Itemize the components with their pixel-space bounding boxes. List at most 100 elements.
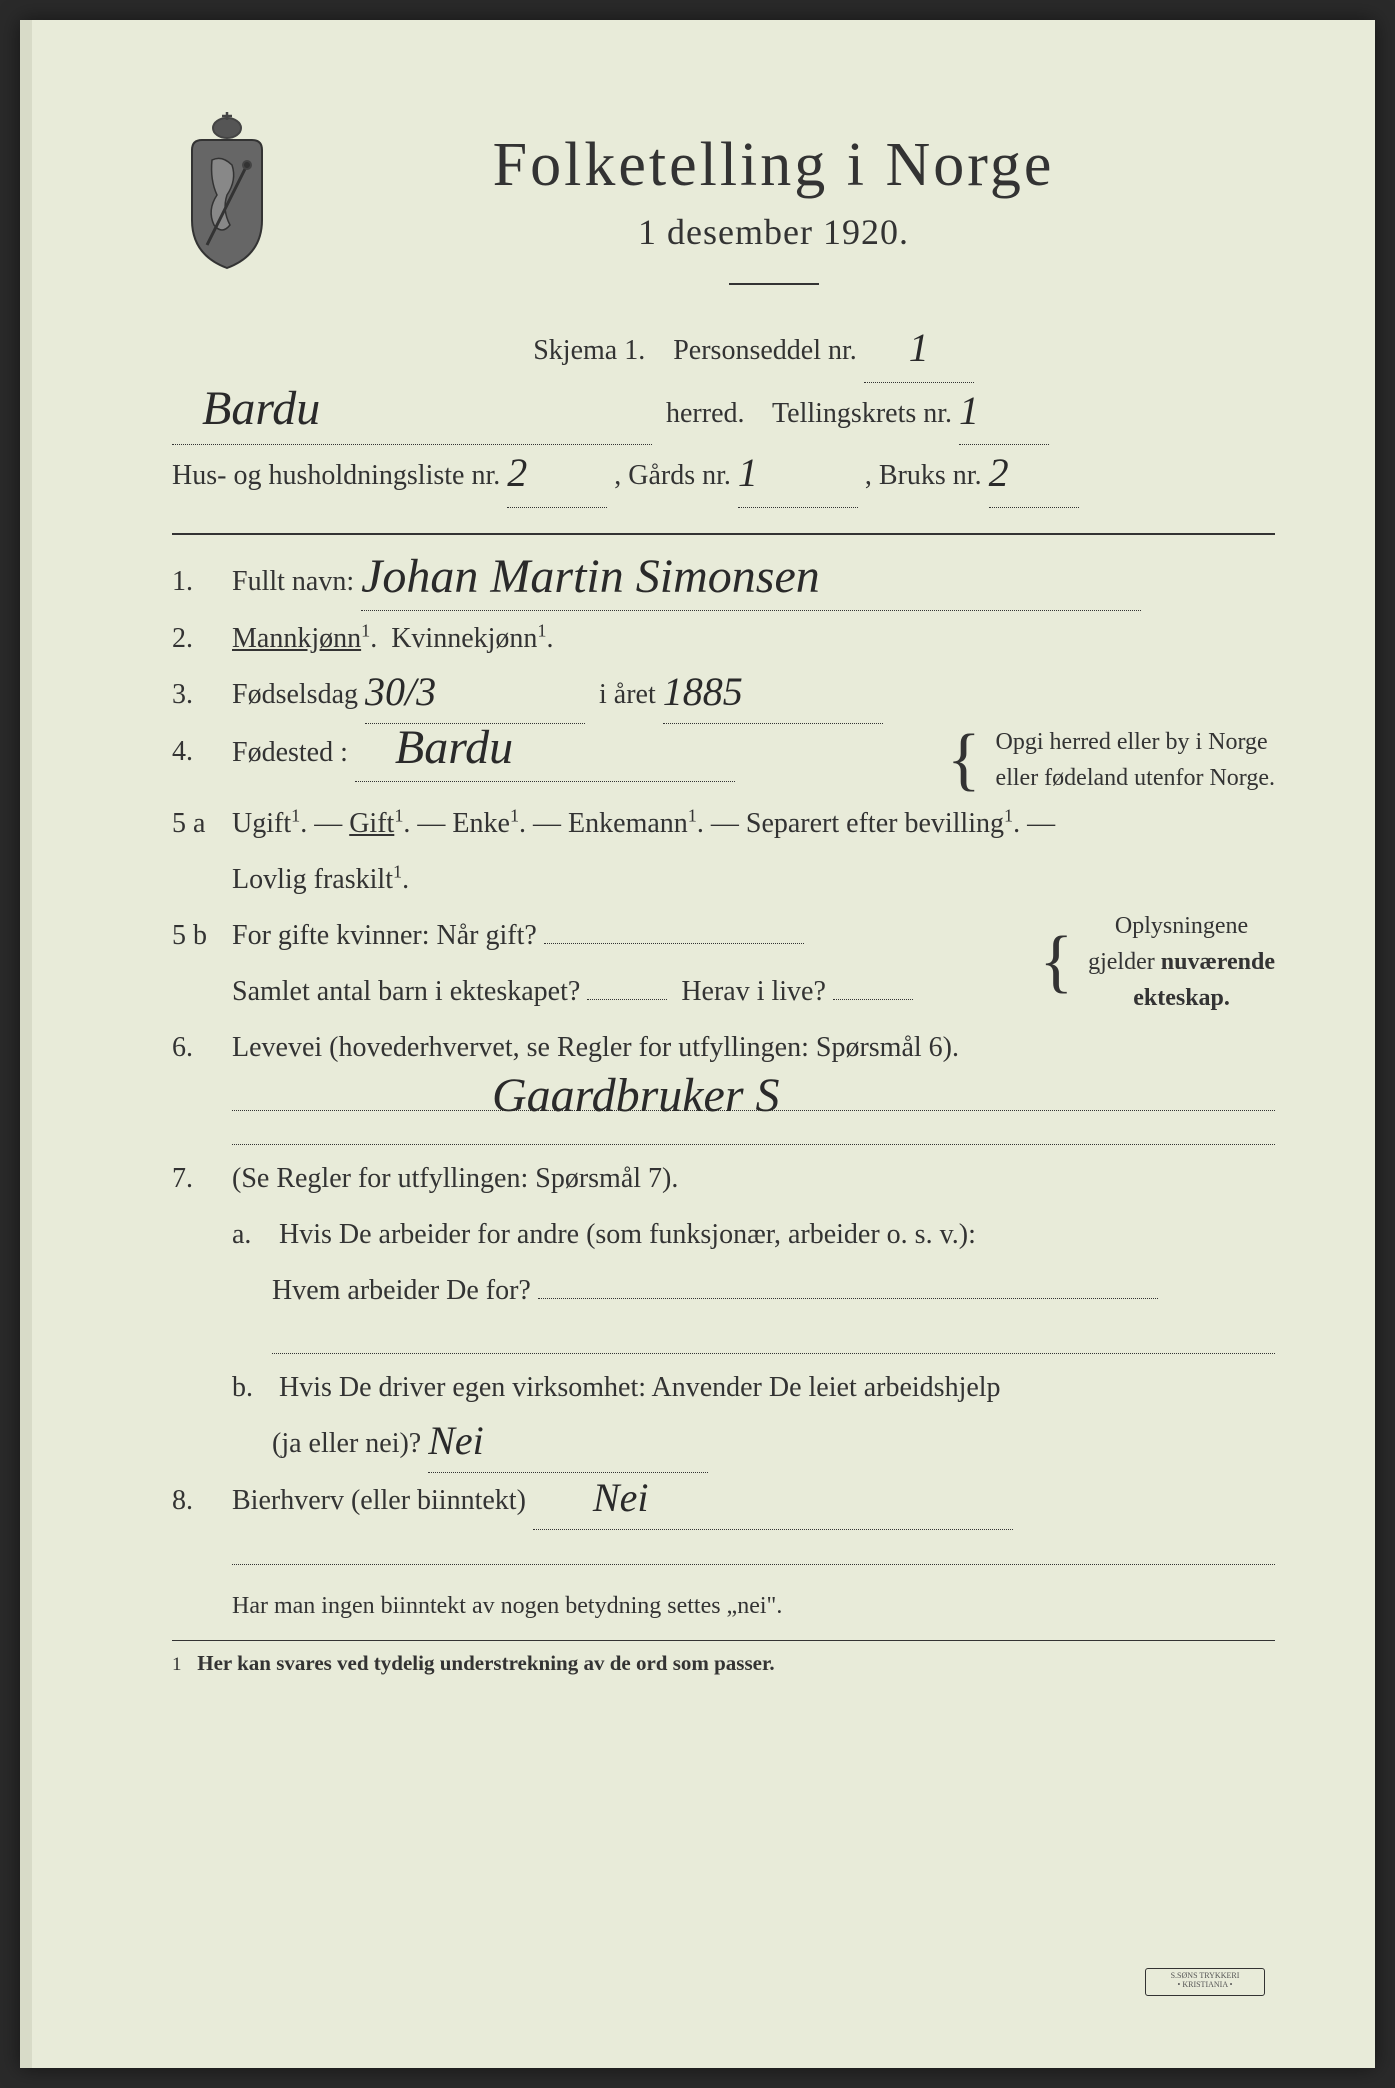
q4-note-l1: Opgi herred eller by i Norge [996,729,1268,755]
q1-label: Fullt navn: [232,566,354,597]
subtitle: 1 desember 1920. [272,211,1275,253]
brace-icon: { [1040,934,1074,990]
q4-label: Fødested : [232,737,348,768]
husliste-nr: 2 [507,455,527,491]
main-title: Folketelling i Norge [272,130,1275,201]
personseddel-nr: 1 [909,330,929,366]
q5a-opt1: Ugift [232,808,291,839]
q7a-field [538,1298,1158,1299]
q5b-num: 5 b [172,908,232,964]
q3-label-year: i året [599,679,656,710]
q6-field: Gaardbruker S [232,1082,1275,1111]
q1-field: Johan Martin Simonsen [361,553,1141,611]
husliste-field: 2 [507,445,607,508]
q5b: 5 b For gifte kvinner: Når gift? Samlet … [172,908,1275,1020]
q2: 2. Mannkjønn1. Kvinnekjønn1. [172,611,1275,667]
bruks-field: 2 [989,445,1079,508]
q4-num: 4. [172,724,232,780]
q2-num: 2. [172,611,232,667]
brace-icon: { [947,732,981,788]
q5b-label2: Samlet antal barn i ekteskapet? [232,976,580,1007]
q4: 4. Fødested : Bardu { Opgi herred eller … [172,724,1275,796]
q5b-note-l2: gjelder nuværende [1088,949,1275,975]
q7a-line2: Hvem arbeider De for? [172,1263,1275,1319]
q2-mann: Mannkjønn [232,623,361,654]
q5b-note-l1: Oplysningene [1115,913,1248,939]
q8-num: 8. [172,1473,232,1529]
q5b-label3: Herav i live? [681,976,826,1007]
q7a-field2 [272,1325,1275,1354]
q7a-letter: a. [232,1207,272,1263]
form-meta: Skjema 1. Personseddel nr. 1 Bardu herre… [172,320,1275,508]
rule [172,533,1275,535]
q6: 6. Levevei (hovederhvervet, se Regler fo… [172,1020,1275,1076]
q1-value: Johan Martin Simonsen [361,555,820,598]
norway-crest-icon [172,110,282,270]
q5b-note-l3: ekteskap. [1133,985,1230,1011]
q7b-value: Nei [428,1423,484,1459]
q7-label: (Se Regler for utfyllingen: Spørsmål 7). [232,1151,1275,1207]
q8-field: Nei [533,1473,1013,1530]
q4-field: Bardu [355,724,735,782]
q7: 7. (Se Regler for utfyllingen: Spørsmål … [172,1151,1275,1207]
q3-day-field: 30/3 [365,667,585,724]
q5a: 5 a Ugift1. — Gift1. — Enke1. — Enkemann… [172,796,1275,852]
q7b-label: Hvis De driver egen virksomhet: Anvender… [279,1372,1001,1403]
q1-num: 1. [172,554,232,610]
footnote-num: 1 [172,1654,182,1675]
q7-num: 7. [172,1151,232,1207]
q5b-label1: For gifte kvinner: Når gift? [232,920,537,951]
personseddel-label: Personseddel nr. [673,335,857,366]
q7b-letter: b. [232,1360,272,1416]
q4-note: Opgi herred eller by i Norge eller fødel… [981,724,1275,796]
footer-note1: Har man ingen biinntekt av nogen betydni… [232,1593,1275,1620]
q5a-opt5: Separert efter bevilling [746,808,1004,839]
q6-num: 6. [172,1020,232,1076]
header: Folketelling i Norge 1 desember 1920. [172,100,1275,285]
tellingskrets-label: Tellingskrets nr. [772,398,952,429]
q5b-note: Oplysningene gjelder nuværende ekteskap. [1073,908,1275,1016]
q7b-field: Nei [428,1416,708,1473]
q7a-label2: Hvem arbeider De for? [272,1275,531,1306]
q8-label: Bierhverv (eller biinntekt) [232,1485,526,1516]
q7a: a. Hvis De arbeider for andre (som funks… [172,1207,1275,1263]
husliste-label: Hus- og husholdningsliste nr. [172,460,500,491]
q1: 1. Fullt navn: Johan Martin Simonsen [172,553,1275,611]
printer-stamp: S.SØNS TRYKKERI• KRISTIANIA • [1145,1968,1265,1996]
q3-num: 3. [172,667,232,723]
q5b-barn-field [587,999,667,1000]
q8-field2 [232,1536,1275,1565]
q7a-label: Hvis De arbeider for andre (som funksjon… [279,1219,976,1250]
divider [729,283,819,285]
q7b: b. Hvis De driver egen virksomhet: Anven… [172,1360,1275,1416]
q3-year-value: 1885 [663,674,743,710]
tellingskrets-field: 1 [959,383,1049,446]
q7b-line2: (ja eller nei)? Nei [172,1416,1275,1473]
personseddel-nr-field: 1 [864,320,974,383]
herred-label: herred. [666,398,745,429]
q7b-label2: (ja eller nei)? [272,1428,421,1459]
q5a-cont: Lovlig fraskilt1. [172,852,1275,908]
q8: 8. Bierhverv (eller biinntekt) Nei [172,1473,1275,1530]
herred-field: Bardu [172,383,652,446]
q4-value: Bardu [355,726,513,769]
q3-day-value: 30/3 [365,674,436,710]
q2-kvinne: Kvinnekjønn [391,623,537,654]
gards-nr: 1 [738,455,758,491]
skjema-label: Skjema 1. [533,335,645,366]
q5a-opt4: Enkemann [568,808,688,839]
gards-label: , Gårds nr. [614,460,731,491]
q4-note-l2: eller fødeland utenfor Norge. [996,765,1275,791]
q8-value: Nei [533,1480,649,1516]
tellingskrets-nr: 1 [959,393,979,429]
gards-field: 1 [738,445,858,508]
q3-label-day: Fødselsdag [232,679,358,710]
q5a-num: 5 a [172,796,232,852]
bruks-nr: 2 [989,455,1009,491]
q5b-gift-field [544,943,804,944]
q6-value: Gaardbruker S [492,1074,780,1117]
footnote: 1 Her kan svares ved tydelig understrekn… [172,1640,1275,1676]
q5a-opt6: Lovlig fraskilt [232,864,393,895]
q5a-opt3: Enke [452,808,510,839]
footnote-text: Her kan svares ved tydelig understreknin… [197,1651,774,1675]
